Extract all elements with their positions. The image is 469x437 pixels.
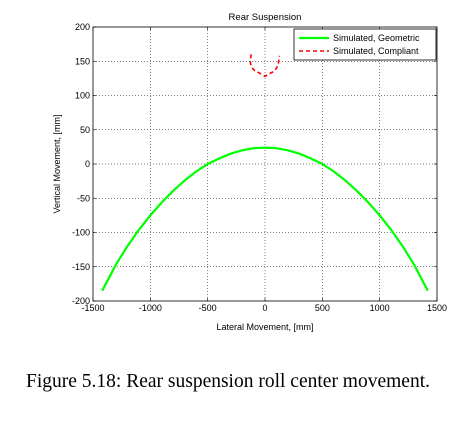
- chart-title: Rear Suspension: [229, 12, 302, 23]
- x-tick-label: 1500: [427, 303, 447, 313]
- series-layer: [101, 54, 429, 292]
- legend-label-geometric: Simulated, Geometric: [333, 33, 420, 43]
- legend-label-compliant: Simulated, Compliant: [333, 46, 419, 56]
- series-line-geometric: [101, 146, 429, 292]
- y-axis-label: Vertical Movement, [mm]: [52, 114, 62, 213]
- grid: [93, 27, 437, 301]
- y-tick-label: -200: [72, 296, 90, 306]
- y-tick-label: -100: [72, 228, 90, 238]
- x-tick-label: -1000: [139, 303, 162, 313]
- x-tick-label: -500: [199, 303, 217, 313]
- x-tick-label: -1500: [81, 303, 104, 313]
- x-tick-label: 1000: [370, 303, 390, 313]
- x-tick-label: 0: [262, 303, 267, 313]
- chart: -1500 -1000 -500 0 500 1000 1500-200-150-100-5…: [52, 12, 447, 332]
- legend: Simulated, Geometric Simulated, Complian…: [293, 28, 437, 61]
- legend-box: [293, 28, 437, 61]
- y-tick-label: 50: [80, 125, 90, 135]
- y-tick-label: 150: [75, 56, 90, 66]
- figure-caption: Figure 5.18: Rear suspension roll center…: [26, 371, 430, 392]
- series-line-compliant: [249, 54, 281, 78]
- y-tick-label: 0: [85, 159, 90, 169]
- x-axis-label: Lateral Movement, [mm]: [216, 322, 313, 332]
- ticks: -1500 -1000 -500 0 500 1000 1500-200-150-100-5…: [72, 22, 447, 313]
- y-tick-label: -50: [77, 193, 90, 203]
- y-tick-label: -150: [72, 262, 90, 272]
- x-tick-label: 500: [315, 303, 330, 313]
- y-tick-label: 200: [75, 22, 90, 32]
- y-tick-label: 100: [75, 91, 90, 101]
